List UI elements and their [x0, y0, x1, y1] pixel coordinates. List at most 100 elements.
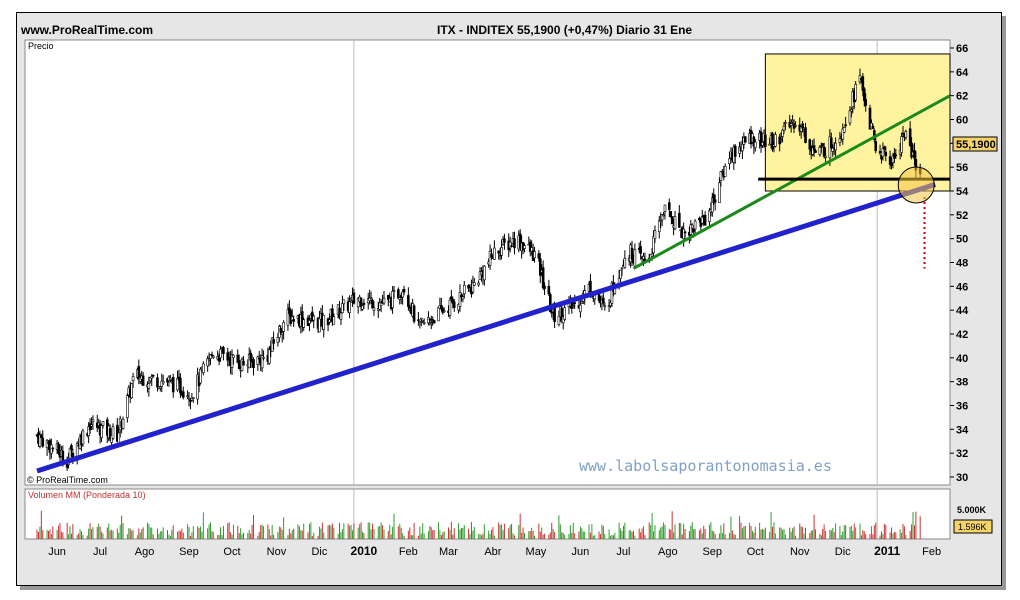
candle-body [126, 395, 129, 418]
candle-body [619, 269, 622, 279]
y-tick-label: 52 [956, 210, 968, 222]
candle-body [801, 123, 804, 129]
candle-body [186, 395, 189, 397]
candle-body [719, 171, 723, 181]
candle-body [908, 128, 912, 146]
candle-body [159, 386, 162, 389]
candle-body [670, 216, 674, 225]
candle-body [497, 250, 500, 254]
y-tick-label: 50 [956, 234, 968, 246]
candle-body [276, 337, 280, 343]
candle-body [257, 357, 261, 360]
candle-body [900, 136, 903, 153]
candle-body [279, 328, 283, 333]
y-tick-label: 62 [956, 91, 968, 103]
y-tick-label: 38 [956, 377, 968, 389]
x-tick-label: Feb [922, 546, 941, 558]
candle-body [212, 355, 215, 358]
candle-body [440, 304, 443, 310]
candle-body [431, 319, 435, 321]
candle-body [91, 419, 95, 423]
candle-body [422, 322, 426, 324]
candle-body [754, 141, 757, 148]
candle-body [854, 84, 857, 101]
candle-body [448, 299, 452, 316]
x-tick-label: Dic [311, 546, 327, 558]
x-tick-label: Oct [223, 546, 240, 558]
candle-body [838, 138, 842, 143]
candle-body [819, 146, 823, 148]
x-tick-label: Sep [702, 546, 722, 558]
candle-body [171, 377, 175, 393]
candle-body [371, 299, 374, 309]
x-tick-label: Sep [179, 546, 199, 558]
candle-body [121, 418, 125, 429]
y-tick-label: 64 [956, 67, 969, 79]
x-tick-label: Mar [439, 546, 458, 558]
candle-body [70, 445, 73, 451]
candle-body [117, 432, 121, 444]
candle-body [467, 285, 470, 289]
candle-body [471, 282, 475, 293]
chart-title: ITX - INDITEX 55,1900 (+0,47%) Diario 31… [437, 23, 693, 37]
candle-body [818, 146, 822, 155]
candle-body [488, 250, 492, 266]
site-label[interactable]: www.ProRealTime.com [21, 23, 154, 37]
support-trendline [36, 182, 936, 474]
x-tick-label: Nov [790, 546, 810, 558]
volume-panel-label: Volumen MM (Ponderada 10) [28, 490, 146, 500]
candle-body [90, 424, 93, 427]
candle-body [100, 425, 103, 438]
candle-body [571, 305, 575, 307]
candle-body [179, 377, 182, 394]
candle-body [871, 125, 875, 129]
candle-body [881, 148, 885, 157]
candle-body [61, 450, 65, 461]
candle-body [548, 294, 552, 313]
candle-body [392, 290, 396, 292]
candle-body [308, 320, 311, 324]
volume-level-label: 5.000K [957, 505, 987, 515]
candle-body [51, 447, 55, 450]
candle-body [508, 241, 512, 249]
candle-body [784, 122, 787, 124]
candle-body [653, 230, 657, 239]
candle-body [894, 154, 898, 157]
x-tick-label: Jul [93, 546, 107, 558]
candle-body [718, 182, 721, 204]
candle-body [573, 302, 576, 304]
x-tick-label: Oct [747, 546, 764, 558]
candle-body [652, 236, 655, 254]
price-panel-label: Precio [28, 41, 54, 51]
candle-body [418, 321, 422, 324]
candle-body [210, 354, 214, 357]
candle-body [322, 314, 326, 330]
candle-body [733, 145, 737, 157]
candle-body [771, 133, 774, 150]
channel-trendline [632, 94, 951, 270]
candle-body [130, 383, 133, 399]
candle-body [650, 253, 654, 257]
candle-body [669, 211, 673, 217]
candle-body [842, 127, 846, 133]
candle-body [341, 303, 344, 313]
candle-body [397, 289, 400, 299]
candle-body [302, 319, 306, 328]
candle-body [874, 141, 878, 152]
candle-body [242, 360, 245, 366]
candle-body [543, 285, 546, 289]
candle-body [503, 238, 506, 243]
candle-body [362, 302, 366, 305]
candle-body [824, 155, 827, 158]
candle-body [589, 280, 592, 294]
candle-body [156, 377, 159, 388]
candle-body [723, 165, 727, 177]
x-tick-label: Ago [658, 546, 678, 558]
watermark: www.labolsaporantonomasia.es [579, 457, 832, 475]
y-tick-label: 66 [956, 43, 968, 55]
last-price-badge [952, 136, 998, 152]
candle-body [379, 302, 383, 306]
candle-body [579, 304, 582, 313]
candle-body [620, 267, 624, 270]
candle-body [151, 374, 155, 377]
